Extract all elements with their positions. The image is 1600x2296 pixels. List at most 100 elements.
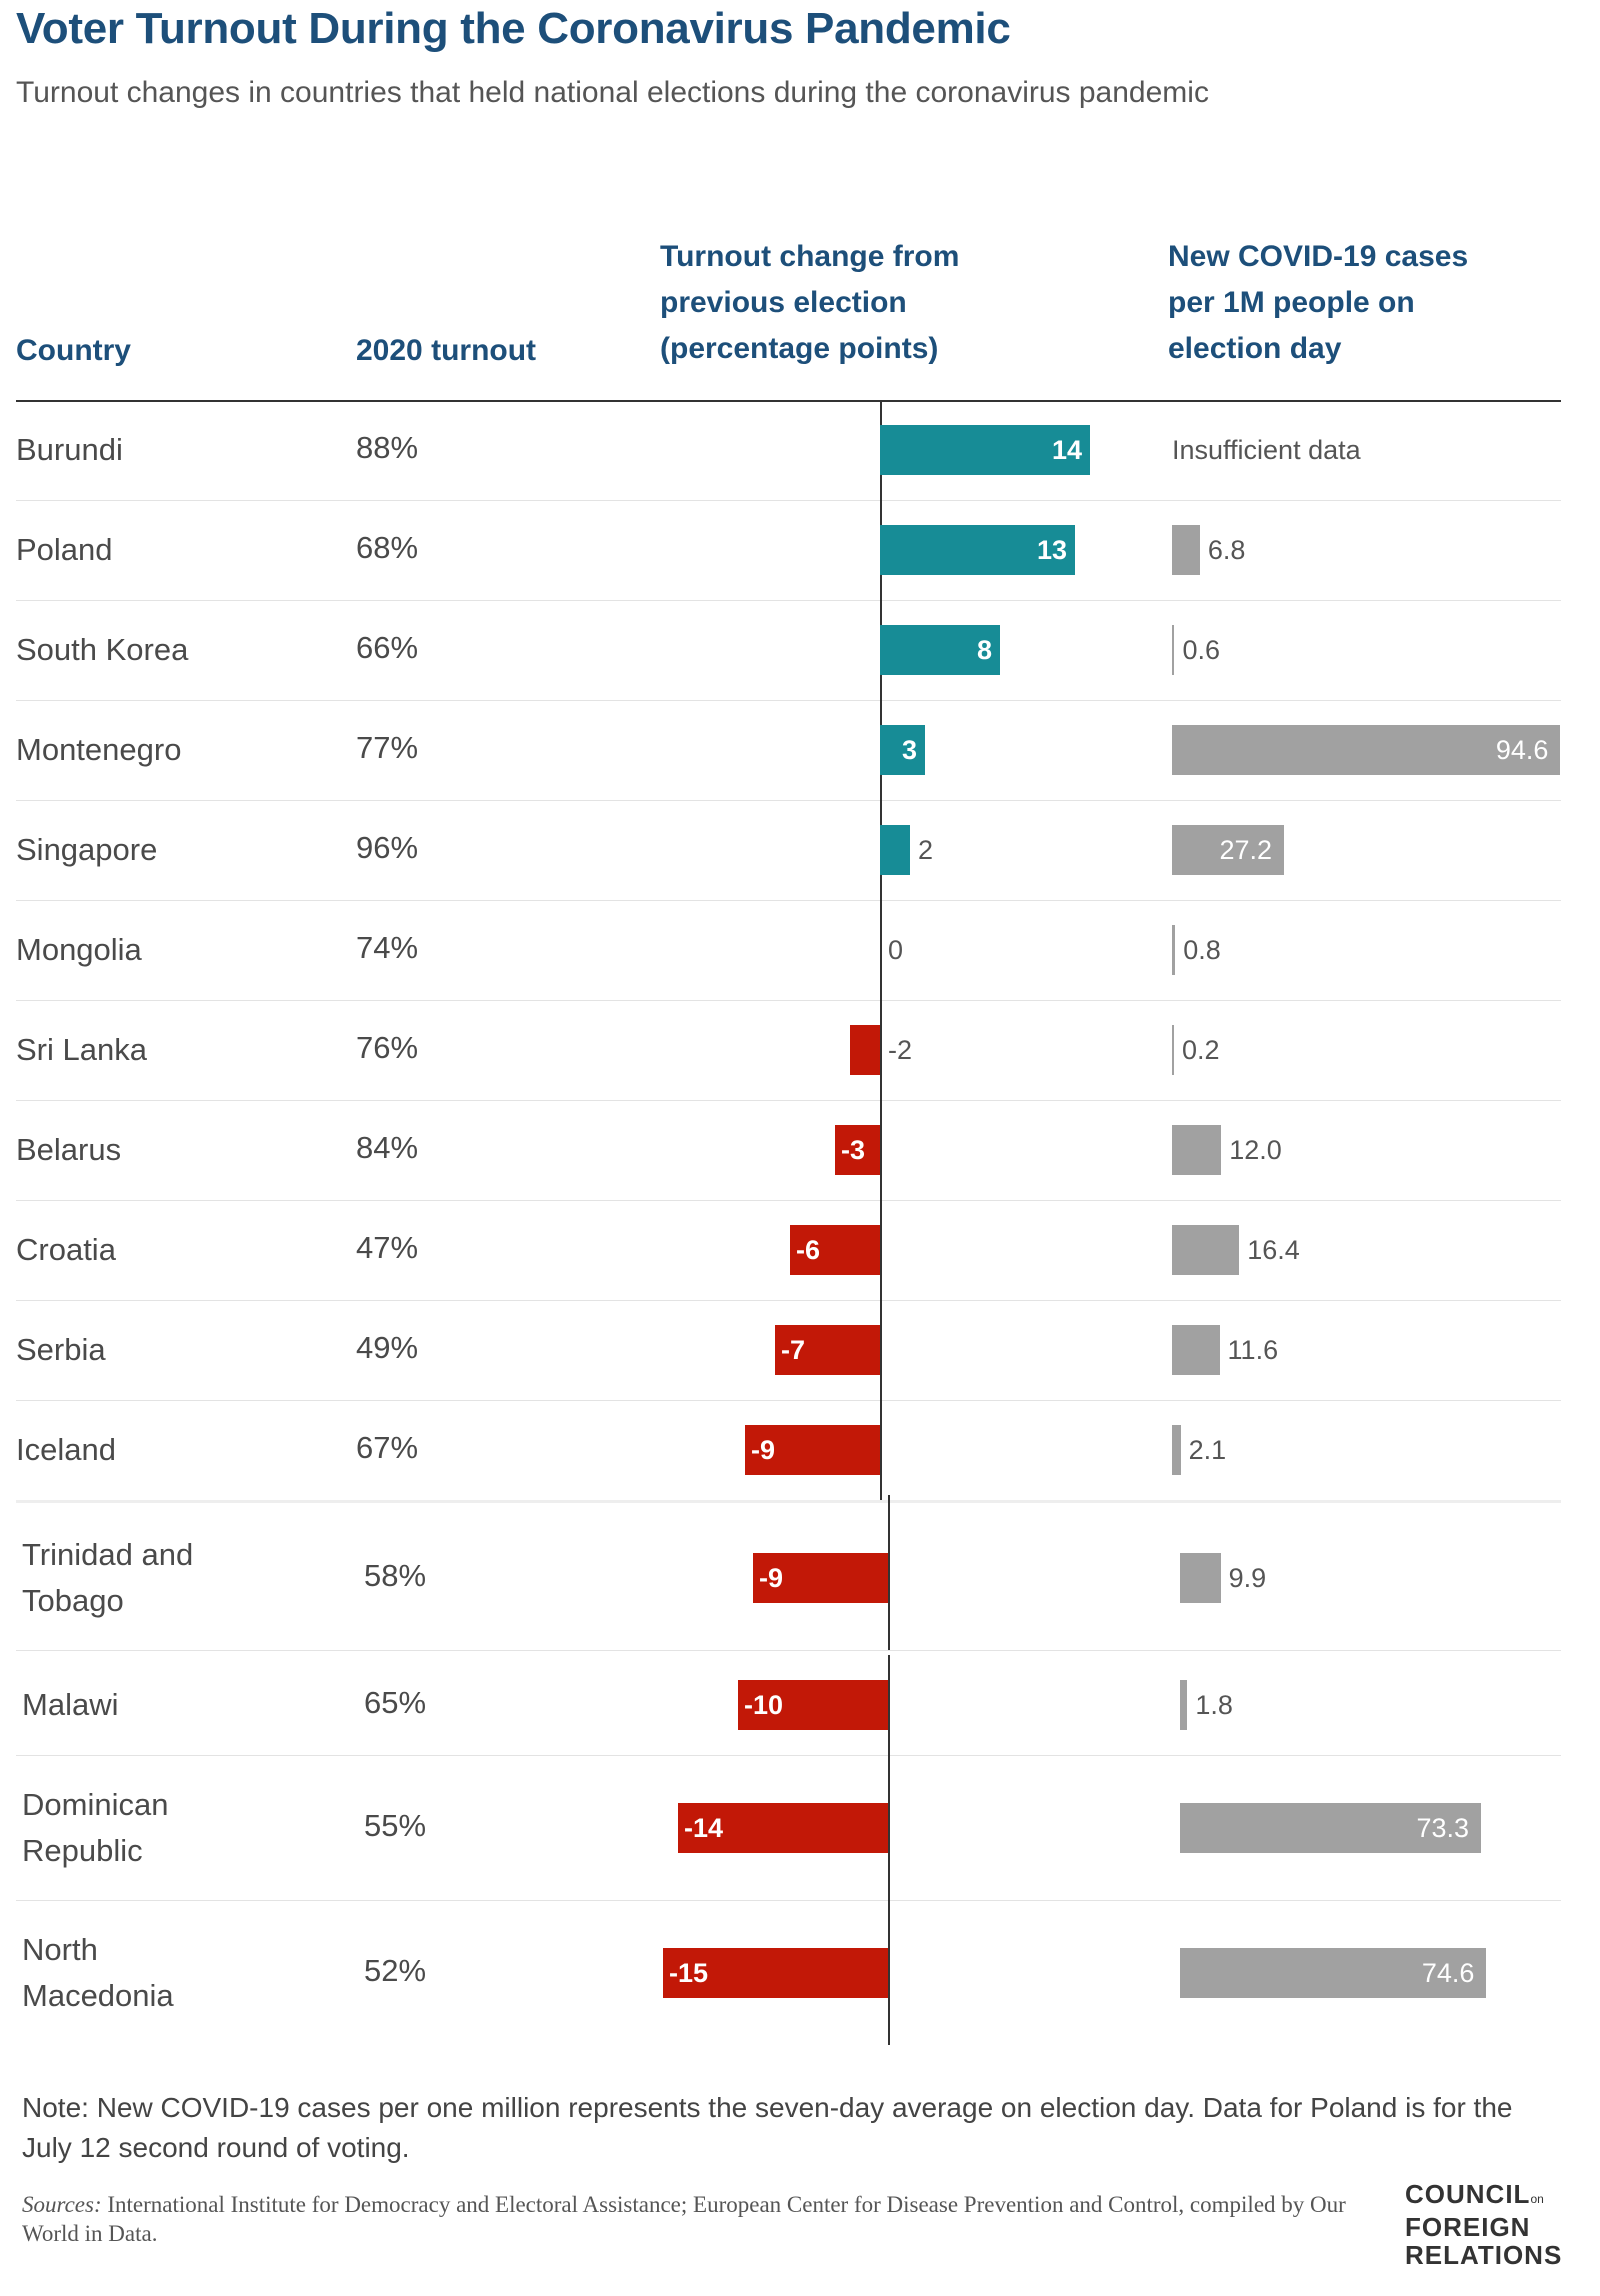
row-separator <box>16 500 1561 501</box>
covid-cases-label: 74.6 <box>1421 1957 1475 1988</box>
turnout-change-label: 3 <box>902 735 918 765</box>
turnout-value: 49% <box>356 1330 419 1365</box>
country-name: Trinidad and Tobago <box>22 1536 194 1618</box>
turnout-change-label: -2 <box>888 1035 913 1065</box>
row-separator <box>16 1400 1561 1401</box>
country-name: South Korea <box>16 632 189 667</box>
row-separator <box>16 1100 1561 1101</box>
covid-cases-bar <box>1180 1680 1188 1730</box>
covid-cases-label: 0.8 <box>1183 935 1221 965</box>
covid-cases-label: 27.2 <box>1219 835 1273 865</box>
chart-title: Voter Turnout During the Coronavirus Pan… <box>16 4 1011 53</box>
turnout-change-label: -14 <box>684 1812 724 1843</box>
header-covid-cases: New COVID-19 cases per 1M people on elec… <box>1168 240 1469 365</box>
country-name: Mongolia <box>16 932 142 967</box>
row-separator <box>16 900 1561 901</box>
chart-subtitle: Turnout changes in countries that held n… <box>16 76 1209 109</box>
zero-axis-line <box>880 1100 882 1200</box>
note: Note: New COVID-19 cases per one million… <box>22 2092 1513 2163</box>
covid-cases-bar <box>1172 1325 1220 1375</box>
covid-cases-bar <box>1172 825 1284 875</box>
covid-cases-bar <box>1172 1225 1240 1275</box>
country-name: Dominican Republic <box>22 1786 169 1868</box>
covid-cases-label: 94.6 <box>1495 735 1549 765</box>
logo-line-2: FOREIGN <box>1405 2212 1531 2242</box>
turnout-change-label: -10 <box>744 1690 784 1720</box>
turnout-value: 58% <box>364 1557 427 1593</box>
covid-cases-bar <box>1172 1425 1181 1475</box>
covid-cases-no-data: Insufficient data <box>1172 435 1361 465</box>
row-separator <box>16 1000 1561 1001</box>
turnout-value: 67% <box>356 1430 419 1465</box>
turnout-change-label: -9 <box>751 1435 776 1465</box>
covid-cases-label: 16.4 <box>1247 1235 1300 1265</box>
logo-line-1: COUNCIL <box>1405 2179 1531 2209</box>
turnout-value: 84% <box>356 1130 419 1165</box>
turnout-change-bar-negative <box>790 1225 880 1275</box>
covid-cases-label: 9.9 <box>1228 1562 1267 1593</box>
turnout-change-label: -7 <box>781 1335 806 1365</box>
turnout-change-label: -9 <box>759 1562 784 1593</box>
row-separator <box>16 800 1561 801</box>
turnout-change-label: -15 <box>669 1957 709 1988</box>
turnout-value: 74% <box>356 930 419 965</box>
country-name: Malawi <box>22 1687 119 1722</box>
row-separator <box>16 1300 1561 1301</box>
row-separator <box>16 1500 1561 1503</box>
turnout-value: 47% <box>356 1230 419 1265</box>
country-name: Belarus <box>16 1132 122 1167</box>
turnout-value: 55% <box>364 1807 427 1843</box>
covid-cases-bar <box>1172 925 1176 975</box>
turnout-change-label: -3 <box>841 1135 866 1165</box>
turnout-change-bar-negative <box>835 1125 880 1175</box>
row-separator <box>16 700 1561 701</box>
zero-axis-line <box>888 1900 890 2045</box>
covid-cases-label: 11.6 <box>1227 1335 1279 1365</box>
covid-cases-label: 0.6 <box>1182 635 1220 665</box>
row-separator <box>16 1200 1561 1201</box>
country-name: Iceland <box>16 1432 116 1467</box>
country-name: Poland <box>16 532 113 567</box>
country-name: Serbia <box>16 1332 106 1367</box>
zero-axis-line <box>888 1495 890 1650</box>
zero-axis-line <box>888 1655 890 1755</box>
header-rule <box>16 400 1561 402</box>
covid-cases-bar <box>1172 525 1200 575</box>
turnout-change-bar-negative <box>663 1947 888 1998</box>
covid-cases-label: 2.1 <box>1188 1435 1227 1465</box>
turnout-value: 76% <box>356 1030 419 1065</box>
zero-axis-line <box>888 1755 890 1900</box>
header-turnout: 2020 turnout <box>356 334 537 367</box>
turnout-change-bar-positive <box>880 725 925 775</box>
turnout-change-bar-positive <box>880 425 1090 475</box>
turnout-value: 88% <box>356 430 419 465</box>
country-name: Sri Lanka <box>16 1032 147 1067</box>
turnout-value: 68% <box>356 530 419 565</box>
turnout-change-label: 13 <box>1037 535 1068 565</box>
turnout-change-label: 2 <box>918 835 934 865</box>
covid-cases-label: 1.8 <box>1195 1690 1233 1720</box>
turnout-change-label: 8 <box>977 635 993 665</box>
turnout-change-bar-negative <box>745 1425 880 1475</box>
zero-axis-line <box>880 1400 882 1500</box>
turnout-change-bar-negative <box>753 1552 888 1603</box>
covid-cases-label: 12.0 <box>1229 1135 1282 1165</box>
turnout-change-label: -6 <box>796 1235 821 1265</box>
turnout-change-bar-negative <box>775 1325 880 1375</box>
cfr-logo: COUNCILon FOREIGN RELATIONS <box>1405 2180 1595 2269</box>
sources-text: International Institute for Democracy an… <box>22 2192 1346 2246</box>
country-name: Montenegro <box>16 732 182 767</box>
turnout-change-bar-negative <box>850 1025 880 1075</box>
sources-lead: Sources: <box>22 2192 102 2217</box>
turnout-change-label: 0 <box>888 935 904 965</box>
turnout-value: 77% <box>356 730 419 765</box>
turnout-change-bar-negative <box>738 1680 888 1730</box>
row-separator <box>16 1650 1561 1651</box>
country-name: North Macedonia <box>22 1931 174 2013</box>
turnout-value: 65% <box>364 1685 427 1720</box>
row-separator <box>16 1755 1561 1756</box>
covid-cases-label: 0.2 <box>1182 1035 1220 1065</box>
turnout-value: 96% <box>356 830 419 865</box>
turnout-change-bar-negative <box>678 1802 888 1853</box>
turnout-change-bar-positive <box>880 525 1075 575</box>
